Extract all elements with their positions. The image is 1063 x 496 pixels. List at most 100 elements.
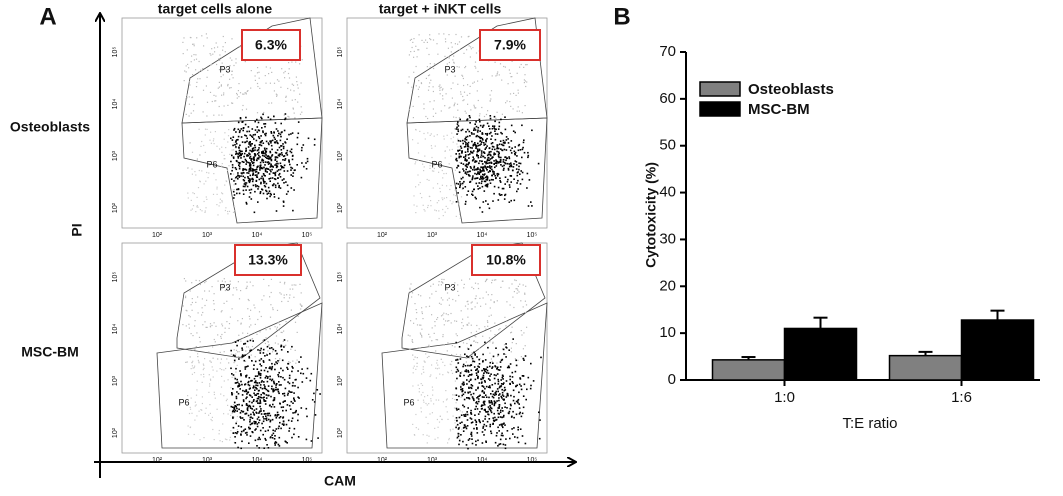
event-dot — [259, 410, 261, 412]
event-dot — [470, 433, 473, 435]
event-dot — [283, 72, 285, 74]
event-dot — [291, 391, 293, 393]
event-dot — [422, 368, 424, 370]
event-dot — [493, 171, 495, 173]
event-dot — [423, 371, 425, 373]
event-dot — [254, 429, 256, 431]
event-dot — [497, 445, 499, 447]
event-dot — [469, 391, 471, 393]
event-dot — [272, 172, 275, 174]
event-dot — [270, 140, 272, 142]
event-dot — [456, 436, 459, 439]
event-dot — [483, 403, 486, 406]
event-dot — [459, 183, 462, 185]
event-dot — [446, 197, 448, 199]
event-dot — [490, 150, 492, 153]
event-dot — [475, 336, 477, 338]
event-dot — [283, 400, 286, 403]
event-dot — [243, 183, 246, 185]
event-dot — [193, 372, 196, 374]
event-dot — [195, 86, 198, 88]
event-dot — [241, 160, 244, 163]
event-dot — [265, 140, 268, 143]
event-dot — [487, 110, 489, 112]
event-dot — [497, 380, 500, 383]
event-dot — [495, 347, 497, 349]
event-dot — [457, 121, 459, 123]
event-dot — [221, 146, 223, 148]
event-dot — [421, 197, 423, 199]
event-dot — [466, 194, 468, 196]
event-dot — [515, 164, 518, 166]
event-dot — [459, 213, 461, 215]
event-dot — [242, 168, 244, 170]
event-dot — [507, 365, 510, 367]
event-dot — [460, 384, 462, 386]
event-dot — [265, 388, 268, 391]
event-dot — [218, 58, 220, 60]
event-dot — [435, 350, 437, 352]
event-dot — [440, 297, 442, 299]
event-dot — [465, 361, 467, 363]
event-dot — [241, 349, 244, 351]
event-dot — [505, 343, 507, 345]
event-dot — [257, 395, 260, 398]
event-dot — [501, 388, 503, 391]
event-dot — [489, 386, 491, 389]
event-dot — [224, 158, 226, 160]
event-dot — [463, 283, 465, 285]
event-dot — [477, 413, 480, 415]
event-dot — [286, 366, 288, 369]
event-dot — [271, 148, 273, 151]
event-dot — [240, 128, 243, 130]
event-dot — [473, 81, 475, 83]
event-dot — [276, 95, 278, 97]
event-dot — [223, 351, 225, 353]
event-dot — [417, 142, 419, 144]
event-dot — [272, 307, 274, 309]
event-dot — [461, 388, 464, 390]
event-dot — [202, 89, 205, 91]
event-dot — [522, 395, 525, 397]
event-dot — [454, 195, 457, 197]
event-dot — [269, 150, 271, 153]
event-dot — [276, 411, 279, 414]
event-dot — [263, 399, 265, 401]
event-dot — [478, 118, 481, 121]
event-dot — [464, 145, 467, 148]
event-dot — [205, 280, 207, 282]
event-dot — [489, 165, 491, 167]
event-dot — [306, 367, 309, 370]
event-dot — [452, 394, 454, 396]
event-dot — [191, 298, 193, 300]
event-dot — [231, 308, 233, 310]
event-dot — [266, 370, 269, 373]
event-dot — [431, 147, 433, 149]
event-dot — [278, 417, 281, 419]
event-dot — [235, 153, 237, 155]
event-dot — [265, 375, 268, 377]
event-dot — [264, 185, 267, 188]
event-dot — [262, 361, 265, 363]
event-dot — [476, 154, 478, 157]
event-dot — [446, 146, 448, 148]
percent-label: 6.3% — [255, 37, 287, 53]
event-dot — [439, 87, 441, 89]
event-dot — [234, 409, 236, 412]
event-dot — [516, 155, 518, 157]
event-dot — [281, 154, 283, 156]
event-dot — [256, 176, 259, 178]
event-dot — [244, 134, 246, 137]
event-dot — [456, 409, 458, 411]
event-dot — [512, 108, 514, 110]
event-dot — [255, 428, 257, 430]
event-dot — [243, 161, 245, 163]
event-dot — [260, 181, 262, 184]
event-dot — [427, 422, 429, 425]
event-dot — [457, 149, 459, 152]
event-dot — [187, 197, 189, 199]
event-dot — [263, 182, 265, 184]
event-dot — [282, 205, 285, 207]
event-dot — [278, 384, 281, 386]
event-dot — [209, 326, 212, 328]
